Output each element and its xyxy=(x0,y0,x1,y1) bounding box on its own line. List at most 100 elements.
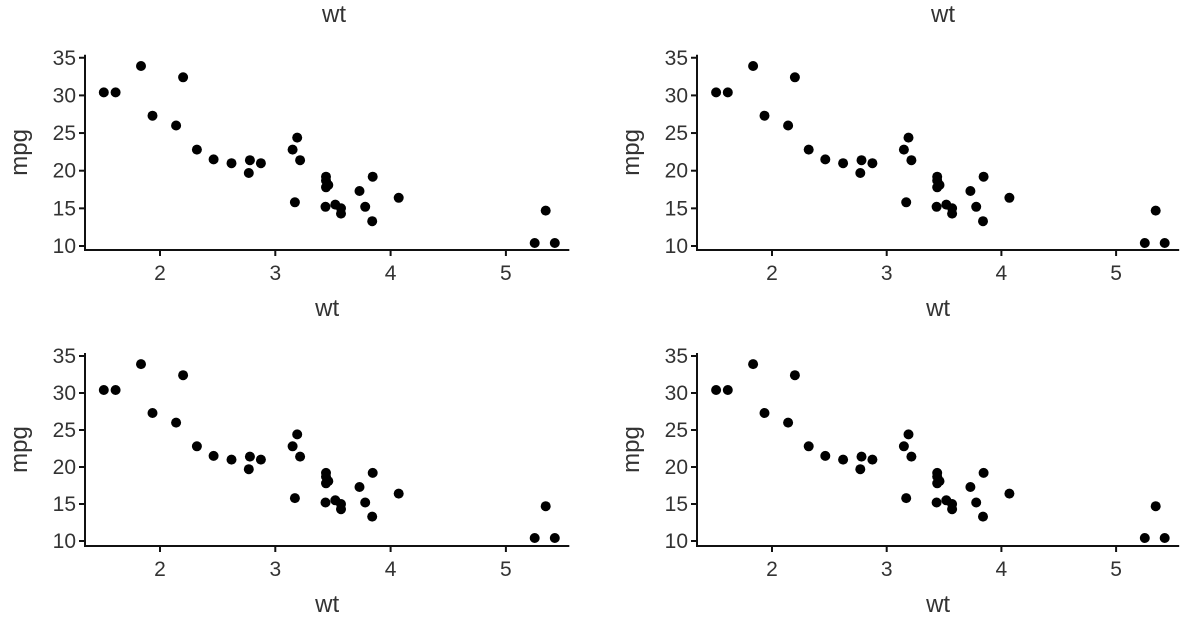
x-tick-label: 3 xyxy=(881,262,893,285)
data-point xyxy=(178,370,189,381)
y-tick-label: 30 xyxy=(665,84,688,107)
data-point xyxy=(110,385,121,395)
data-point xyxy=(287,441,298,452)
data-point xyxy=(965,482,976,492)
data-point xyxy=(208,450,219,461)
data-point xyxy=(1159,533,1170,543)
x-tick-label: 5 xyxy=(500,558,512,581)
data-point xyxy=(540,501,551,512)
data-point xyxy=(147,408,158,418)
data-point xyxy=(191,144,202,155)
scatter-panel-1: 10 15 20 25 30 35 2 3 4 5 wt mpg xyxy=(6,47,570,322)
y-tick-label: 25 xyxy=(53,419,76,442)
y-tick-label: 15 xyxy=(665,493,688,516)
y-tick-label: 15 xyxy=(665,197,688,220)
data-point xyxy=(947,499,958,509)
y-tick-label: 20 xyxy=(665,160,688,183)
data-point xyxy=(1139,238,1150,248)
data-point xyxy=(549,238,560,248)
data-point xyxy=(856,155,867,166)
data-point xyxy=(978,171,989,182)
data-point xyxy=(289,493,300,504)
data-point xyxy=(932,478,943,489)
data-point xyxy=(244,451,255,462)
x-tick-label: 4 xyxy=(996,558,1008,581)
data-point xyxy=(901,493,912,504)
data-point xyxy=(320,497,331,508)
data-point xyxy=(287,144,298,155)
data-point xyxy=(321,467,331,478)
data-point xyxy=(1150,501,1161,512)
data-point xyxy=(360,497,371,508)
y-axis-label: mpg xyxy=(618,426,645,473)
top-label-left: wt xyxy=(321,1,346,28)
data-point xyxy=(783,120,794,131)
data-point xyxy=(978,511,988,522)
data-point xyxy=(1004,488,1015,499)
data-point xyxy=(171,417,182,428)
data-point xyxy=(244,155,255,166)
y-tick-label: 15 xyxy=(53,197,76,220)
x-tick-label: 3 xyxy=(269,262,281,285)
data-point xyxy=(903,429,914,440)
data-point xyxy=(171,120,182,131)
data-point xyxy=(748,359,759,370)
data-point xyxy=(255,454,266,465)
data-point xyxy=(748,61,759,71)
data-point xyxy=(867,158,878,169)
x-tick-label: 2 xyxy=(766,558,778,581)
y-tick-label: 35 xyxy=(665,345,688,368)
data-point xyxy=(932,171,943,182)
data-point xyxy=(354,186,365,196)
x-tick-label: 4 xyxy=(385,558,397,581)
scatter-panel-2: 10 15 20 25 30 35 2 3 4 5 wt mpg xyxy=(618,47,1180,322)
data-point xyxy=(321,182,331,193)
data-point xyxy=(98,87,109,98)
data-point xyxy=(820,450,831,461)
data-point xyxy=(540,205,551,216)
data-point xyxy=(898,441,909,452)
data-point xyxy=(932,182,943,193)
y-axis-label: mpg xyxy=(6,129,33,176)
y-tick-label: 25 xyxy=(53,122,76,145)
data-point xyxy=(336,203,346,214)
data-point xyxy=(110,87,121,98)
y-tick-label: 10 xyxy=(665,235,688,258)
data-point xyxy=(711,87,722,98)
data-point xyxy=(393,488,404,499)
data-point xyxy=(208,154,219,165)
data-point xyxy=(367,216,378,227)
data-point xyxy=(226,158,237,169)
data-point xyxy=(243,168,254,178)
data-point xyxy=(529,533,540,543)
data-point xyxy=(367,171,378,182)
data-point xyxy=(295,451,306,462)
y-tick-label: 35 xyxy=(53,345,76,368)
data-point xyxy=(971,201,982,212)
data-point xyxy=(292,429,303,440)
data-point xyxy=(529,238,540,248)
data-point xyxy=(367,511,378,522)
x-tick-label: 4 xyxy=(385,262,397,285)
top-label-right: wt xyxy=(930,1,955,28)
data-point xyxy=(722,87,733,98)
x-tick-label: 5 xyxy=(500,262,512,285)
data-point xyxy=(147,110,158,121)
data-point xyxy=(367,467,378,478)
y-tick-label: 10 xyxy=(665,530,688,553)
x-axis-label: wt xyxy=(314,295,339,322)
y-tick-label: 20 xyxy=(53,160,76,183)
data-point xyxy=(820,154,831,165)
y-tick-label: 30 xyxy=(53,84,76,107)
data-point xyxy=(855,464,866,475)
data-point xyxy=(971,497,982,508)
data-point xyxy=(931,497,942,508)
data-point xyxy=(295,155,306,166)
y-tick-label: 10 xyxy=(53,530,76,553)
scatter-panel-3: 10 15 20 25 30 35 2 3 4 5 wt mpg xyxy=(6,345,570,618)
data-point xyxy=(838,454,849,465)
y-tick-label: 25 xyxy=(665,122,688,145)
x-tick-label: 3 xyxy=(881,558,893,581)
data-point xyxy=(320,201,331,212)
